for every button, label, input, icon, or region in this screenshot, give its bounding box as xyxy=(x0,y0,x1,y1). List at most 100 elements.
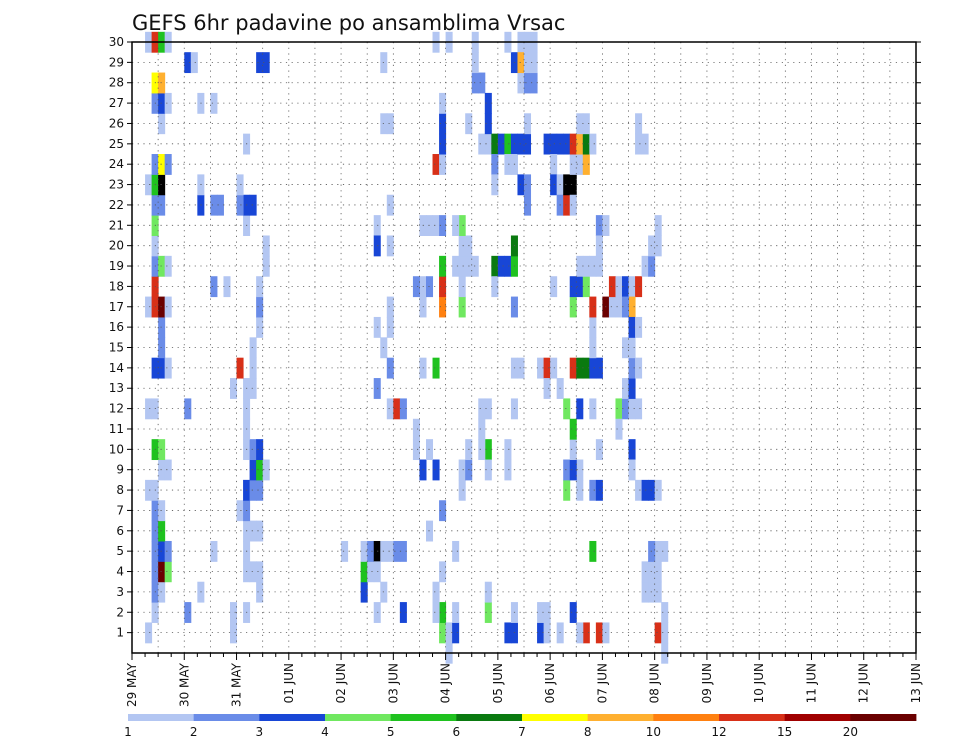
heatmap-cell xyxy=(628,439,636,461)
x-tick-label: 13 JUN xyxy=(909,663,923,703)
heatmap-cell xyxy=(458,215,466,236)
heatmap-cell xyxy=(184,602,192,623)
heatmap-cell xyxy=(386,357,394,379)
heatmap-cell xyxy=(589,540,597,562)
y-tick-label: 3 xyxy=(116,585,124,599)
y-tick-label: 20 xyxy=(109,239,124,253)
heatmap-cell xyxy=(184,52,192,74)
heatmap-cell xyxy=(661,622,669,644)
heatmap-cell xyxy=(249,459,257,481)
y-tick-label: 9 xyxy=(116,463,124,477)
chart-title: GEFS 6hr padavine po ansamblima Vrsac xyxy=(132,11,565,35)
heatmap-cell xyxy=(484,133,492,155)
y-tick-label: 8 xyxy=(116,483,124,497)
x-tick-label: 03 JUN xyxy=(386,663,400,703)
heatmap-cell xyxy=(654,581,662,603)
y-tick-label: 14 xyxy=(109,361,124,375)
heatmap-cell xyxy=(517,52,525,74)
heatmap-cell xyxy=(399,540,407,562)
heatmap-cell xyxy=(249,561,257,583)
heatmap-cell xyxy=(210,92,218,114)
heatmap-cell xyxy=(386,113,394,135)
colorbar-label: 2 xyxy=(190,725,198,739)
heatmap-cell xyxy=(484,581,492,603)
heatmap-cell xyxy=(628,276,636,298)
heatmap-cell xyxy=(615,296,623,318)
heatmap-cell xyxy=(550,133,558,155)
x-tick-label: 01 JUN xyxy=(282,663,296,703)
heatmap-cell xyxy=(484,602,492,623)
heatmap-cell xyxy=(256,581,264,603)
heatmap-cell xyxy=(530,72,538,94)
heatmap-cell xyxy=(530,52,538,74)
heatmap-cell xyxy=(236,357,244,379)
y-tick-label: 25 xyxy=(109,137,124,151)
heatmap-cell xyxy=(635,133,643,155)
heatmap-cell xyxy=(478,133,486,155)
heatmap-cell xyxy=(569,357,577,379)
heatmap-cell xyxy=(452,540,460,562)
heatmap-cell xyxy=(654,479,662,501)
heatmap-cell xyxy=(478,439,486,461)
y-tick-label: 22 xyxy=(109,198,124,212)
heatmap-cell xyxy=(164,92,172,114)
heatmap-cell xyxy=(491,174,499,196)
heatmap-cell xyxy=(386,235,394,257)
heatmap-cell xyxy=(589,133,597,155)
y-tick-label: 26 xyxy=(109,116,124,130)
heatmap-cell xyxy=(210,276,218,298)
heatmap-cell xyxy=(249,337,257,359)
colorbar-label: 6 xyxy=(453,725,461,739)
heatmap-cell xyxy=(654,561,662,583)
heatmap-cell xyxy=(504,154,512,175)
heatmap-cell xyxy=(256,296,264,318)
heatmap-cell xyxy=(249,479,257,501)
heatmap-cell xyxy=(589,357,597,379)
heatmap-cell xyxy=(550,276,558,298)
y-tick-label: 27 xyxy=(109,96,124,110)
heatmap-cell xyxy=(582,113,590,135)
heatmap-cell xyxy=(399,602,407,623)
heatmap-cell xyxy=(595,479,603,501)
heatmap-cell xyxy=(608,276,616,298)
heatmap-cell xyxy=(543,622,551,644)
heatmap-cell xyxy=(210,194,218,216)
heatmap-cell xyxy=(595,255,603,277)
heatmap-cell xyxy=(256,52,264,74)
heatmap-cell xyxy=(386,194,394,216)
heatmap-cell xyxy=(452,622,460,644)
heatmap-cell xyxy=(230,622,238,644)
heatmap-cell xyxy=(341,540,349,562)
heatmap-cell xyxy=(439,215,447,236)
heatmap-cell xyxy=(164,357,172,379)
heatmap-cell xyxy=(582,622,590,644)
heatmap-cell xyxy=(563,174,571,196)
heatmap-cell xyxy=(595,235,603,257)
heatmap-cell xyxy=(628,296,636,318)
heatmap-cell xyxy=(491,255,499,277)
heatmap-cell xyxy=(569,174,577,196)
heatmap-cell xyxy=(622,276,630,298)
heatmap-cell xyxy=(504,133,512,155)
heatmap-cell xyxy=(432,154,440,175)
heatmap-cell xyxy=(576,133,584,155)
colorbar-swatch xyxy=(456,714,523,721)
heatmap-cell xyxy=(386,316,394,338)
heatmap-cell xyxy=(595,357,603,379)
y-tick-label: 21 xyxy=(109,218,124,232)
heatmap-cell xyxy=(360,561,368,583)
heatmap-cell xyxy=(628,357,636,379)
heatmap-cell xyxy=(458,276,466,298)
heatmap-cell xyxy=(576,459,584,481)
heatmap-cell xyxy=(164,561,172,583)
heatmap-cell xyxy=(563,133,571,155)
colorbar-swatch xyxy=(259,714,326,721)
heatmap-cell xyxy=(595,215,603,236)
heatmap-cell xyxy=(256,276,264,298)
heatmap-cell xyxy=(471,255,479,277)
heatmap-cell xyxy=(236,500,244,522)
heatmap-cell xyxy=(145,398,153,420)
heatmap-cell xyxy=(635,316,643,338)
y-tick-label: 7 xyxy=(116,503,124,517)
